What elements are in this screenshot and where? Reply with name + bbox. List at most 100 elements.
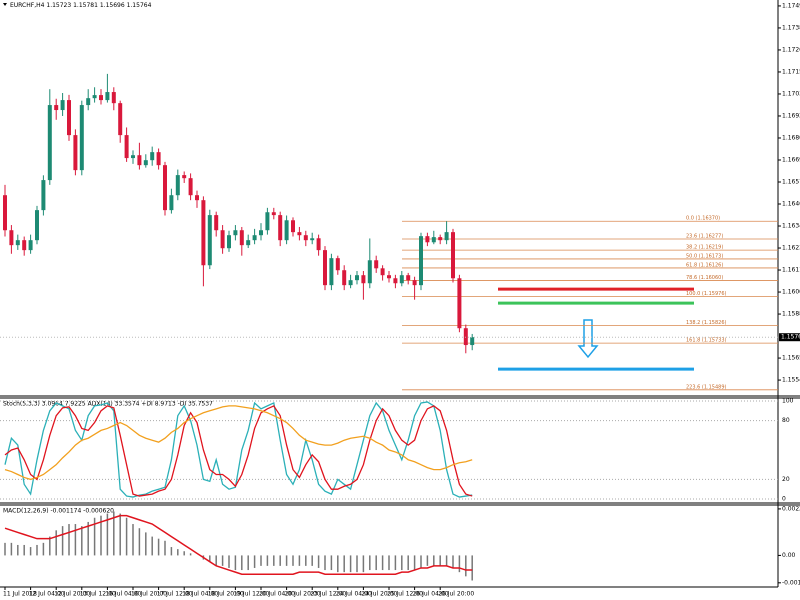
y-tick-label: 1.17150 xyxy=(782,68,800,75)
candle-body xyxy=(329,258,334,286)
fib-label: 50.0 (1.16173) xyxy=(686,253,723,259)
candle-body xyxy=(444,232,449,241)
x-tick-label: 26 Jul 04:00 xyxy=(413,591,449,598)
candle-body xyxy=(323,250,327,286)
y-tick-label: 1.16460 xyxy=(782,201,800,208)
candle-body xyxy=(163,165,167,211)
candle-body xyxy=(233,230,238,236)
candle-body xyxy=(67,100,71,136)
candle-body xyxy=(22,240,27,251)
candle-body xyxy=(182,175,187,179)
candle-body xyxy=(361,275,366,284)
candle-body xyxy=(28,240,33,251)
candle-body xyxy=(406,275,411,281)
fib-label: 23.6 (1.16277) xyxy=(686,234,723,240)
stoch-line xyxy=(4,405,473,481)
candle-body xyxy=(111,92,116,104)
candle-body xyxy=(463,328,468,346)
fib-label: 38.2 (1.16219) xyxy=(686,245,723,251)
x-tick-label: 24 Jul 04:00 xyxy=(336,591,372,598)
candle-body xyxy=(35,210,39,241)
fib-label: 100.0 (1.15976) xyxy=(686,291,727,297)
y-tick-label: 1.15540 xyxy=(782,377,800,384)
candle-body xyxy=(239,230,244,246)
candle-body xyxy=(124,135,129,159)
header-high: 1.15781 xyxy=(73,2,98,9)
candle-body xyxy=(73,135,78,171)
candle-body xyxy=(60,100,65,111)
current-price-label: 1.15764 xyxy=(781,334,800,341)
candle-body xyxy=(86,98,91,106)
candle-body xyxy=(387,275,391,279)
candle-body xyxy=(79,105,84,171)
y-tick-label: 1.16920 xyxy=(782,112,800,119)
candle-body xyxy=(99,95,103,101)
candle-body xyxy=(188,178,193,196)
y-tick-label: 1.17380 xyxy=(782,24,800,31)
stoch-line xyxy=(4,401,473,498)
y-tick-label: 20 xyxy=(782,476,790,483)
x-tick-label: 16 Jul 04:00 xyxy=(105,591,141,598)
fib-label: 0.0 (1.16370) xyxy=(686,216,720,222)
fib-label: 223.6 (1.15489) xyxy=(686,384,727,390)
menu-icon xyxy=(3,3,7,6)
candle-body xyxy=(201,200,206,266)
candle-body xyxy=(9,230,14,246)
candle-body xyxy=(246,240,251,246)
candle-body xyxy=(380,268,385,276)
y-tick-label: 1.16575 xyxy=(782,178,800,185)
x-tick-label: 11 Jul 2018 xyxy=(3,591,37,598)
candle-body xyxy=(252,235,257,241)
candle-body xyxy=(41,180,46,211)
y-tick-label: -0.001310 xyxy=(782,579,800,586)
y-tick-label: 1.17265 xyxy=(782,46,800,53)
candle-body xyxy=(220,230,225,249)
y-tick-label: 1.17035 xyxy=(782,90,800,97)
current-price-box xyxy=(779,333,800,342)
candle-body xyxy=(278,215,283,241)
candle-body xyxy=(195,195,199,201)
candle-body xyxy=(342,270,347,286)
x-tick-label: 20 Jul 20:00 xyxy=(285,591,321,598)
candle-body xyxy=(297,232,302,236)
candle-body xyxy=(92,95,97,99)
signal-line xyxy=(4,514,473,575)
x-tick-label: 20 Jul 04:00 xyxy=(259,591,295,598)
candle-body xyxy=(15,240,20,246)
symbol: EURCHF,H4 xyxy=(10,2,45,9)
y-tick-label: 0.002223 xyxy=(782,505,800,512)
candle-body xyxy=(419,236,423,286)
candle-body xyxy=(367,260,372,284)
candle-body xyxy=(374,260,379,269)
x-tick-label: 16 Jul 20:00 xyxy=(131,591,167,598)
candle-body xyxy=(303,235,308,241)
header-close: 1.15764 xyxy=(127,2,152,9)
x-tick-label: 13 Jul 12:00 xyxy=(80,591,116,598)
x-tick-label: 26 Jul 20:00 xyxy=(438,591,474,598)
fib-label: 138.2 (1.15826) xyxy=(686,320,727,326)
candle-body xyxy=(310,238,315,241)
candle-body xyxy=(393,278,398,284)
candle-body xyxy=(451,232,455,279)
y-tick-label: 1.16000 xyxy=(782,289,800,296)
candle-body xyxy=(284,220,289,241)
candle-body xyxy=(355,275,359,281)
candle-body xyxy=(259,230,263,236)
candle-body xyxy=(47,105,52,181)
candle-body xyxy=(431,237,436,243)
candle-body xyxy=(335,258,340,271)
candle-body xyxy=(118,103,123,136)
x-tick-label: 17 Jul 12:00 xyxy=(157,591,193,598)
candle-body xyxy=(316,238,321,251)
y-tick-label: 1.15885 xyxy=(782,311,800,318)
y-tick-label: 80 xyxy=(782,417,790,424)
candle-body xyxy=(207,215,212,266)
candle-body xyxy=(54,105,59,111)
y-tick-label: 0 xyxy=(782,496,786,503)
y-tick-label: 1.16230 xyxy=(782,245,800,252)
y-tick-label: 0.00 xyxy=(782,552,796,559)
x-tick-label: 12 Jul 04:00 xyxy=(29,591,65,598)
candle-body xyxy=(438,237,443,241)
candle-body xyxy=(143,160,148,166)
y-tick-label: 1.16345 xyxy=(782,223,800,230)
